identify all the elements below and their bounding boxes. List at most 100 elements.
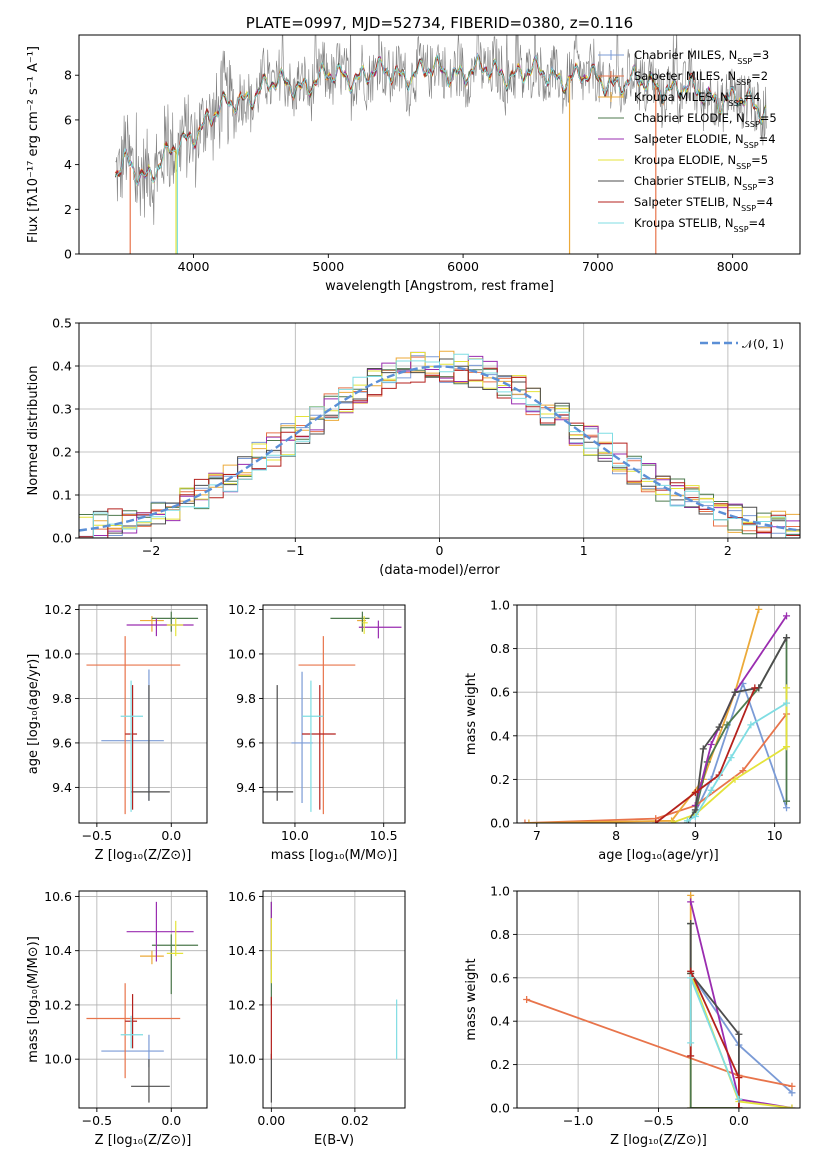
y-tick-label: 9.8 bbox=[52, 691, 72, 706]
y-tick-label: 10.6 bbox=[44, 889, 72, 904]
y-tick-label: 0.2 bbox=[490, 772, 510, 787]
y-tick-label: 1.0 bbox=[490, 884, 510, 899]
y-tick-label: 0.3 bbox=[52, 402, 72, 417]
x-tick-label: 10.5 bbox=[370, 828, 398, 843]
x-tick-label: 9 bbox=[691, 828, 699, 843]
x-axis-label: Z [log₁₀(Z/Z⊙)] bbox=[610, 1133, 707, 1148]
y-tick-label: 10.2 bbox=[228, 602, 256, 617]
y-axis-label: mass [log₁₀(M/M⊙)] bbox=[26, 936, 41, 1063]
series-chabrier-stelib bbox=[687, 920, 743, 1108]
observed-spectrum bbox=[115, 35, 767, 225]
normal-curve bbox=[79, 365, 800, 532]
x-tick-label: −0.5 bbox=[82, 1113, 112, 1128]
data-marker bbox=[707, 741, 715, 749]
plot-area-weight-vs-age bbox=[521, 605, 791, 823]
y-tick-label: 10.2 bbox=[44, 997, 72, 1012]
errorbar-point bbox=[120, 680, 143, 812]
y-tick-label: 10.4 bbox=[228, 943, 256, 958]
legend-label: Salpeter STELIB, NSSP=4 bbox=[634, 195, 773, 213]
x-tick-label: 7 bbox=[533, 828, 541, 843]
x-tick-label: 0.02 bbox=[341, 1113, 369, 1128]
errorbar-point bbox=[291, 671, 313, 803]
errorbar-point bbox=[126, 901, 194, 962]
errorbar-point bbox=[120, 1015, 143, 1049]
data-marker bbox=[731, 775, 739, 783]
y-tick-label: 0.8 bbox=[490, 641, 510, 656]
model-spectrum-kroupa-stelib bbox=[115, 53, 766, 186]
data-marker bbox=[521, 819, 529, 823]
x-tick-label: 0.00 bbox=[257, 1113, 285, 1128]
x-tick-label: −1 bbox=[286, 543, 304, 558]
y-tick-label: 0 bbox=[64, 247, 72, 262]
x-tick-label: 0.0 bbox=[729, 1113, 749, 1128]
x-tick-label: 6000 bbox=[447, 259, 479, 274]
axes-mass-vs-ebv: 0.00 0.02 10.0 10.2 10.4 10.6 E(B-V) bbox=[228, 889, 406, 1148]
y-tick-label: 0.6 bbox=[490, 970, 510, 985]
y-tick-label: 0.0 bbox=[490, 1101, 510, 1116]
legend-label: Chabrier STELIB, NSSP=3 bbox=[634, 174, 774, 192]
data-marker bbox=[783, 699, 791, 707]
x-tick-label: −0.5 bbox=[82, 828, 112, 843]
x-tick-label: 10.0 bbox=[281, 828, 309, 843]
plot-area-spectrum bbox=[114, 35, 767, 254]
x-tick-label: 1 bbox=[580, 543, 588, 558]
data-marker bbox=[783, 743, 791, 751]
y-axis-label: mass weight bbox=[464, 673, 479, 755]
data-marker bbox=[687, 967, 695, 975]
axes-age-vs-mass: 10.0 10.5 9.4 9.6 9.8 10.0 10.2 mass [log₁₀(M/M… bbox=[228, 602, 406, 863]
errorbar-point bbox=[358, 620, 402, 639]
data-marker bbox=[747, 721, 755, 729]
plot-area-residuals bbox=[79, 350, 800, 538]
y-tick-label: 1.0 bbox=[490, 598, 510, 613]
axes-frame bbox=[78, 34, 801, 255]
y-tick-label: 0.0 bbox=[490, 816, 510, 831]
data-marker bbox=[687, 920, 695, 928]
data-marker bbox=[751, 684, 759, 692]
y-tick-label: 0.5 bbox=[52, 316, 72, 331]
errorbar-point bbox=[86, 983, 181, 1079]
series-line bbox=[655, 687, 756, 823]
legend-label: Chabrier ELODIE, NSSP=5 bbox=[634, 111, 777, 129]
data-marker bbox=[707, 786, 715, 794]
axes-frame bbox=[78, 604, 208, 824]
data-marker bbox=[783, 804, 791, 812]
series-kroupa-miles bbox=[525, 605, 763, 823]
data-marker bbox=[687, 1039, 695, 1047]
y-tick-label: 0.2 bbox=[52, 445, 72, 460]
axes-frame bbox=[262, 604, 406, 824]
chart-title: PLATE=0997, MJD=52734, FIBERID=0380, z=0… bbox=[246, 14, 633, 32]
y-tick-label: 9.8 bbox=[236, 691, 256, 706]
axes-weight-vs-Z: −1.0 −0.5 0.0 0.0 0.2 0.4 0.6 0.8 1.0 Z [log₁₀(Z/… bbox=[464, 884, 801, 1148]
errorbar-point bbox=[362, 616, 368, 634]
data-marker bbox=[739, 767, 747, 775]
y-axis-label: Normed distribution bbox=[26, 366, 41, 496]
y-tick-label: 10.4 bbox=[44, 943, 72, 958]
y-tick-label: 0.4 bbox=[490, 728, 510, 743]
data-marker bbox=[687, 1052, 695, 1060]
data-marker bbox=[525, 819, 533, 823]
histogram-salpeter-stelib bbox=[79, 367, 800, 538]
data-marker bbox=[652, 819, 660, 823]
data-marker bbox=[523, 996, 531, 1003]
data-marker bbox=[788, 1082, 796, 1090]
data-marker bbox=[735, 1095, 743, 1103]
x-axis-label: wavelength [Angstrom, rest frame] bbox=[325, 279, 554, 294]
plot-area-mass-vs-ebv bbox=[270, 901, 398, 1103]
y-axis-label: Flux [fλ10⁻¹⁷ erg cm⁻² s⁻¹ A⁻¹] bbox=[26, 46, 41, 243]
errorbar-point bbox=[302, 685, 336, 810]
x-tick-label: −0.5 bbox=[643, 1113, 673, 1128]
y-tick-label: 9.6 bbox=[236, 735, 256, 750]
x-tick-label: 4000 bbox=[178, 259, 210, 274]
axes-residuals: −2 −1 0 1 2 0.0 0.1 0.2 0.3 0.4 0.5 (data-model)/er… bbox=[26, 316, 801, 578]
data-marker bbox=[727, 754, 735, 762]
data-marker bbox=[699, 745, 707, 753]
legend-label: Kroupa ELODIE, NSSP=5 bbox=[634, 153, 768, 171]
legend-label: Kroupa MILES, NSSP=4 bbox=[634, 90, 760, 108]
y-tick-label: 10.0 bbox=[228, 1052, 256, 1067]
errorbar-point bbox=[298, 636, 356, 815]
series-line bbox=[689, 977, 740, 1100]
x-axis-label: mass [log₁₀(M/M⊙)] bbox=[271, 848, 398, 863]
axes-spectrum: 4000 5000 6000 7000 8000 0 2 4 6 8 wavelength [Ang… bbox=[26, 14, 801, 294]
y-tick-label: 10.2 bbox=[44, 602, 72, 617]
